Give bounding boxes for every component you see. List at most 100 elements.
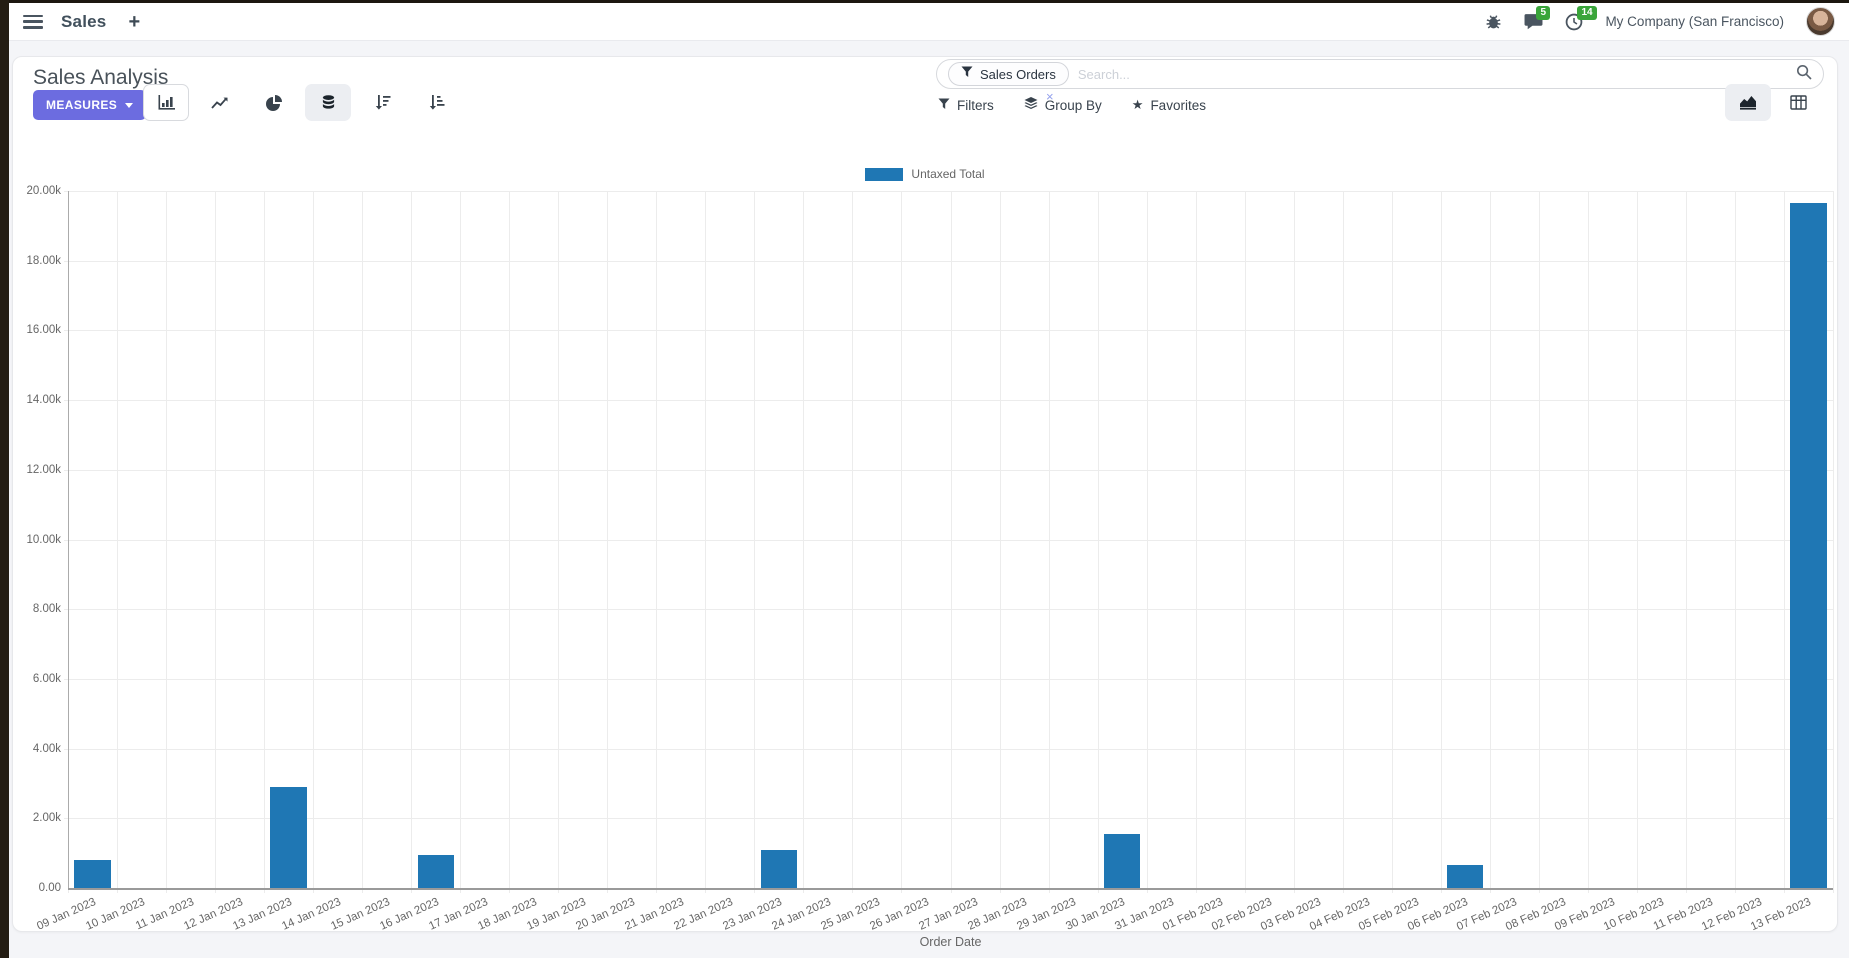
measures-button[interactable]: MEASURES xyxy=(33,90,147,120)
gridline xyxy=(64,330,1833,332)
app-title[interactable]: Sales xyxy=(61,11,107,31)
gridline xyxy=(460,191,462,893)
gridline xyxy=(1783,191,1785,893)
legend-item-untaxed-total[interactable]: Untaxed Total xyxy=(13,167,1837,181)
plus-icon[interactable]: + xyxy=(128,10,141,33)
gridline xyxy=(607,191,609,893)
line-chart-button[interactable] xyxy=(197,84,243,121)
caret-down-icon xyxy=(125,102,134,108)
filters-label: Filters xyxy=(957,97,994,113)
bar-13-feb-2023[interactable] xyxy=(1790,203,1827,888)
gridline xyxy=(558,191,560,893)
search-input[interactable]: Search... xyxy=(1077,66,1130,82)
apps-menu-icon[interactable] xyxy=(23,14,43,29)
gridline xyxy=(1734,191,1736,893)
gridline xyxy=(1048,191,1050,893)
gridline xyxy=(64,469,1833,471)
bar-chart-button[interactable] xyxy=(143,84,189,121)
sort-desc-icon xyxy=(374,95,391,110)
gridline xyxy=(1146,191,1148,893)
stacked-icon xyxy=(321,94,336,111)
bug-icon[interactable] xyxy=(1485,13,1502,30)
gridline xyxy=(1342,191,1344,893)
window-frame-left xyxy=(0,0,9,958)
gridline xyxy=(64,678,1833,680)
gridline xyxy=(1538,191,1540,893)
gridline xyxy=(215,191,217,893)
search-icon[interactable] xyxy=(1796,64,1812,85)
top-navbar: Sales + 5 14 My Company (San Francisco) xyxy=(9,3,1849,41)
measures-label: MEASURES xyxy=(46,98,118,112)
gridline xyxy=(1244,191,1246,893)
gridline xyxy=(656,191,658,893)
gridline xyxy=(64,191,1833,192)
company-switcher[interactable]: My Company (San Francisco) xyxy=(1605,14,1784,29)
pie-chart-button[interactable] xyxy=(251,84,297,121)
gridline xyxy=(1833,191,1834,893)
gridline xyxy=(64,609,1833,611)
activities-badge: 14 xyxy=(1577,5,1597,20)
activities-icon[interactable]: 14 xyxy=(1565,5,1597,31)
facet-label: Sales Orders xyxy=(980,66,1056,82)
sort-asc-icon xyxy=(428,95,445,110)
y-tick-label: 2.00k xyxy=(32,812,61,825)
gridline xyxy=(64,818,1833,820)
favorites-label: Favorites xyxy=(1150,97,1206,113)
y-tick-label: 20.00k xyxy=(26,185,61,197)
gridline xyxy=(64,748,1833,750)
gridline xyxy=(1685,191,1687,893)
gridline xyxy=(117,191,119,893)
favorites-button[interactable]: ★ Favorites xyxy=(1132,97,1206,113)
x-axis-line xyxy=(68,888,1833,890)
window-frame-top xyxy=(0,0,1849,3)
gridline xyxy=(1391,191,1393,893)
graph-view-button[interactable] xyxy=(1725,84,1771,121)
y-tick-label: 18.00k xyxy=(26,254,61,267)
filter-icon xyxy=(961,65,973,83)
gridline xyxy=(166,191,168,893)
group-by-button[interactable]: Group By xyxy=(1024,97,1102,113)
filters-button[interactable]: Filters xyxy=(938,98,994,113)
legend-swatch xyxy=(865,167,904,181)
bar-13-jan-2023[interactable] xyxy=(270,786,307,888)
messages-icon[interactable]: 5 xyxy=(1524,6,1550,30)
bar-06-feb-2023[interactable] xyxy=(1447,864,1484,888)
bar-chart-plot: 0.00 2.00k 4.00k 6.00k 8.00k 10.00k 12.00k 14.0… xyxy=(26,185,1834,933)
messages-badge: 5 xyxy=(1536,6,1550,20)
y-axis-line xyxy=(68,191,69,888)
bar-30-jan-2023[interactable] xyxy=(1103,834,1141,888)
line-chart-icon xyxy=(211,96,229,110)
gridline xyxy=(509,191,511,893)
page-title: Sales Analysis xyxy=(33,66,169,89)
gridline xyxy=(803,191,805,893)
gridline xyxy=(705,191,707,893)
gridline xyxy=(1293,191,1295,893)
bar-09-jan-2023[interactable] xyxy=(74,860,111,888)
bar-16-jan-2023[interactable] xyxy=(417,854,454,888)
sort-asc-button[interactable] xyxy=(413,84,459,121)
gridline xyxy=(901,191,903,893)
search-bar[interactable]: Sales Orders Search... xyxy=(936,59,1824,89)
gridline xyxy=(411,191,413,893)
group-by-icon xyxy=(1024,97,1038,113)
avatar[interactable] xyxy=(1806,7,1835,36)
y-tick-label: 14.00k xyxy=(26,394,61,407)
y-tick-label: 6.00k xyxy=(32,672,61,685)
gridline xyxy=(852,191,854,893)
y-tick-label: 12.00k xyxy=(26,463,61,476)
stacked-button[interactable] xyxy=(305,84,351,121)
gridline xyxy=(754,191,756,893)
filter-icon xyxy=(938,98,950,113)
x-axis-title: Order Date xyxy=(919,935,982,949)
pivot-view-button[interactable] xyxy=(1775,84,1821,121)
bar-23-jan-2023[interactable] xyxy=(760,850,798,888)
search-facet-sales-orders[interactable]: Sales Orders xyxy=(948,62,1069,86)
gridline xyxy=(313,191,315,893)
y-tick-label: 0.00 xyxy=(38,882,61,894)
pivot-view-icon xyxy=(1789,95,1807,110)
y-tick-label: 16.00k xyxy=(26,324,61,337)
view-panel: Sales Analysis MEASURES xyxy=(12,56,1838,949)
gridline xyxy=(1636,191,1638,893)
sort-desc-button[interactable] xyxy=(359,84,405,121)
facet-remove-icon[interactable]: × xyxy=(1046,89,1054,104)
